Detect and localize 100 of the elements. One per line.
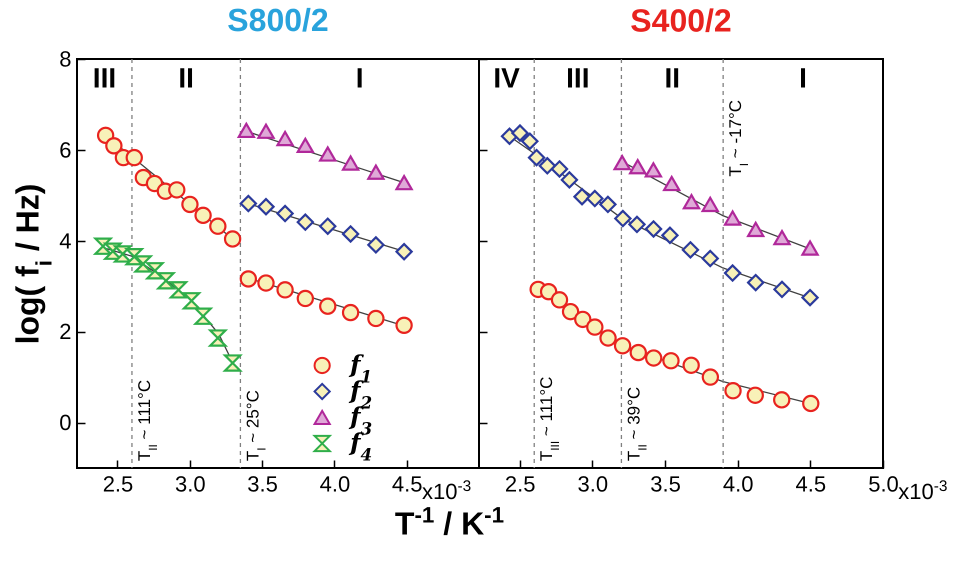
point	[773, 391, 790, 408]
x-tick-label: 2.5	[102, 472, 134, 496]
point	[126, 148, 143, 166]
chart-title: S800/2	[227, 2, 329, 38]
point	[395, 174, 413, 190]
x-tick-label: 3.0	[174, 472, 206, 496]
x-tick-label: 4.5	[392, 472, 422, 496]
point	[573, 188, 591, 206]
point	[114, 245, 132, 263]
point	[276, 130, 294, 146]
y-tick-label: 0	[59, 410, 72, 436]
x-tick-label: 4.0	[722, 472, 754, 496]
point	[194, 308, 212, 325]
point	[367, 236, 385, 254]
point	[801, 288, 819, 306]
point	[586, 190, 604, 208]
point	[560, 171, 578, 189]
point	[342, 225, 360, 243]
point	[682, 241, 700, 259]
point	[521, 132, 539, 150]
point	[661, 226, 679, 244]
point	[257, 124, 275, 139]
point	[724, 382, 742, 400]
point	[182, 292, 200, 310]
y-tick-label: 6	[59, 137, 72, 162]
point	[367, 164, 385, 180]
point	[599, 329, 617, 347]
point	[540, 283, 558, 300]
point	[170, 281, 188, 299]
point	[630, 344, 647, 362]
x-tick-label: 3.0	[578, 472, 608, 496]
point	[209, 329, 227, 347]
point	[801, 240, 819, 256]
point	[511, 124, 529, 142]
x-tick-label: 2.5	[504, 472, 536, 496]
point	[702, 368, 720, 386]
point	[614, 210, 632, 228]
point	[614, 337, 632, 354]
y-tick-label: 4	[59, 228, 72, 254]
point	[747, 274, 764, 292]
point	[209, 218, 227, 235]
point	[367, 310, 385, 328]
point	[240, 270, 258, 288]
annotation: II	[178, 62, 194, 94]
point	[240, 194, 258, 212]
point	[104, 242, 122, 260]
annotation: IV	[493, 62, 520, 94]
text: x10$^{-3}$	[422, 478, 472, 504]
point	[644, 220, 662, 238]
x-axis-title: T$^{-1}$ / K$^{-1}$	[394, 502, 504, 542]
point	[773, 280, 791, 298]
point	[181, 196, 199, 214]
point	[746, 386, 764, 404]
point	[238, 122, 256, 138]
point	[662, 352, 680, 370]
point	[586, 318, 604, 336]
annotation: II	[664, 62, 680, 94]
point	[224, 354, 242, 372]
point	[613, 154, 631, 170]
point	[773, 230, 791, 246]
point	[319, 218, 336, 235]
point	[157, 272, 175, 290]
point	[94, 238, 112, 255]
point	[802, 394, 820, 412]
chart-title: S400/2	[630, 2, 732, 38]
point	[134, 255, 152, 273]
point	[702, 250, 719, 268]
point	[296, 213, 314, 231]
point	[319, 146, 336, 162]
x-tick-label: 3.5	[650, 472, 681, 496]
x-tick-label: 3.5	[247, 472, 278, 496]
point	[682, 356, 700, 374]
point	[257, 198, 275, 216]
point	[550, 160, 568, 178]
point	[574, 310, 592, 328]
point	[599, 196, 617, 214]
annotation: I	[799, 62, 807, 94]
text: x10$^{-3}$	[898, 478, 948, 504]
point	[224, 230, 242, 248]
point	[747, 222, 764, 238]
point	[296, 290, 314, 308]
point	[682, 194, 700, 210]
point	[538, 157, 556, 174]
point	[319, 298, 336, 315]
point	[702, 196, 719, 212]
point	[257, 274, 275, 292]
point	[395, 243, 413, 260]
x-tick-label: 4.0	[320, 472, 350, 496]
point	[724, 264, 742, 282]
point	[663, 176, 680, 192]
point	[562, 303, 580, 320]
y-tick-label: 2	[59, 319, 72, 344]
x-tick-label: 5.0	[868, 472, 899, 496]
point	[644, 349, 662, 367]
point	[395, 316, 413, 334]
point	[342, 155, 360, 171]
point	[644, 162, 662, 178]
point	[276, 281, 294, 299]
x-tick-label: 4.5	[796, 472, 826, 496]
annotation: I	[356, 62, 364, 94]
